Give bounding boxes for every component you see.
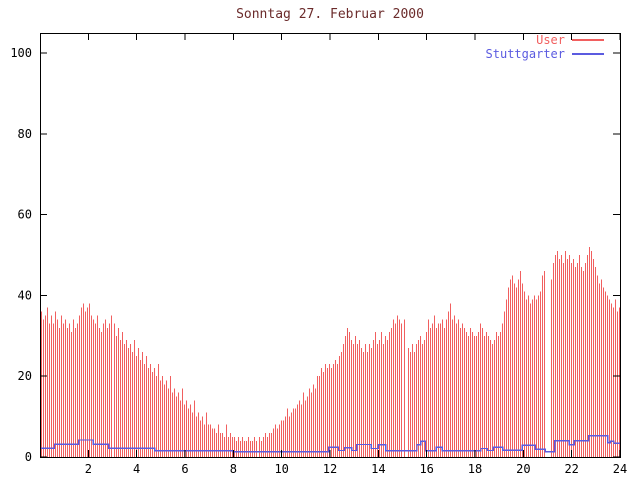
legend: User Stuttgarter	[486, 34, 604, 60]
x-tick-label: 22	[564, 462, 578, 476]
x-tick-label: 10	[274, 462, 288, 476]
chart-title: Sonntag 27. Februar 2000	[236, 7, 424, 22]
x-tick-label: 2	[85, 462, 92, 476]
x-tick-label: 14	[371, 462, 385, 476]
x-tick-label: 12	[323, 462, 337, 476]
x-tick-label: 16	[419, 462, 433, 476]
legend-label-user: User	[536, 33, 565, 47]
x-tick-label: 24	[613, 462, 627, 476]
y-tick-label: 100	[10, 46, 32, 60]
legend-entry-stuttgarter: Stuttgarter	[486, 48, 604, 60]
y-tick-label: 80	[18, 127, 32, 141]
x-tick-label: 20	[516, 462, 530, 476]
x-tick-label: 18	[468, 462, 482, 476]
legend-entry-user: User	[536, 34, 604, 46]
legend-line-sample-stuttgarter	[572, 53, 604, 55]
y-tick-label: 60	[18, 208, 32, 222]
x-tick-label: 8	[230, 462, 237, 476]
x-tick-label: 4	[133, 462, 140, 476]
bars-series-user	[41, 247, 620, 457]
x-tick-label: 6	[181, 462, 188, 476]
legend-label-stuttgarter: Stuttgarter	[485, 47, 565, 61]
y-tick-label: 40	[18, 288, 32, 302]
y-tick-label: 20	[18, 369, 32, 383]
legend-line-sample-user	[572, 39, 604, 41]
plot-border	[40, 33, 621, 458]
y-tick-label: 0	[25, 450, 32, 464]
